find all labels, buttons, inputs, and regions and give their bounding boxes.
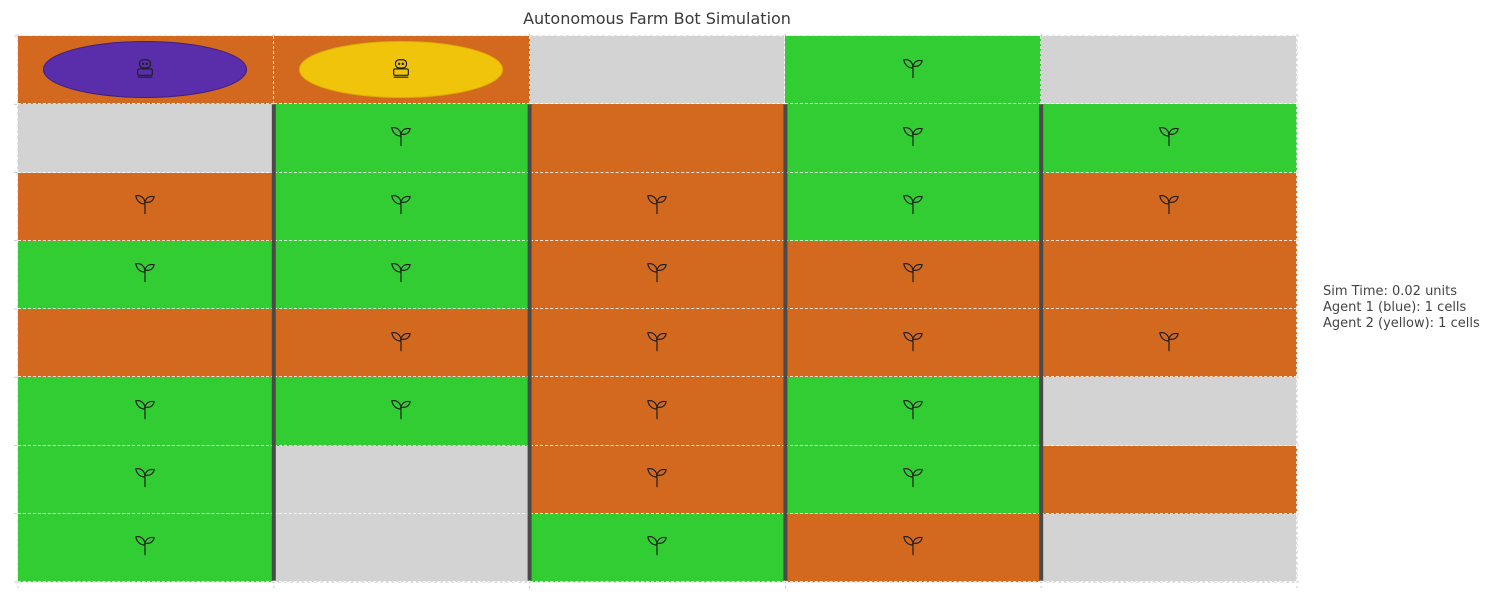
status-panel: Sim Time: 0.02 units Agent 1 (blue): 1 c… <box>1323 284 1480 332</box>
grid-cell-r5-c0 <box>18 377 274 446</box>
sprout-icon <box>390 260 412 288</box>
robot-icon <box>134 57 156 83</box>
grid-cell-r1-c2 <box>529 104 786 173</box>
sprout-icon <box>134 260 156 288</box>
sprout-icon <box>646 329 668 357</box>
sprout-icon <box>902 56 924 84</box>
sim-time-label: Sim Time: 0.02 units <box>1323 284 1458 299</box>
sprout-icon <box>902 533 924 561</box>
sprout-icon <box>1158 329 1180 357</box>
sprout-icon <box>646 465 668 493</box>
sprout-icon <box>902 260 924 288</box>
sprout-icon <box>902 465 924 493</box>
sprout-icon <box>1158 124 1180 152</box>
grid-cell-r7-c3 <box>785 513 1042 582</box>
grid-cell-r2-c0 <box>18 172 274 241</box>
robot-icon <box>390 57 412 83</box>
sprout-icon <box>646 533 668 561</box>
grid-cell-r6-c1 <box>273 445 530 514</box>
grid-cell-r7-c2 <box>529 513 786 582</box>
grid-cell-r1-c1 <box>273 104 530 173</box>
grid-cell-r5-c3 <box>785 377 1042 446</box>
grid-cell-r2-c3 <box>785 172 1042 241</box>
grid-cell-r6-c3 <box>785 445 1042 514</box>
grid-cell-r2-c1 <box>273 172 530 241</box>
sprout-icon <box>134 192 156 220</box>
grid-cell-r4-c3 <box>785 309 1042 378</box>
grid-cell-r0-c1 <box>273 36 530 105</box>
grid-cell-r2-c2 <box>529 172 786 241</box>
sprout-icon <box>902 124 924 152</box>
sprout-icon <box>390 329 412 357</box>
grid-cell-r0-c0 <box>18 36 274 105</box>
grid-cell-r4-c0 <box>18 309 274 378</box>
grid-cell-r5-c4 <box>1041 377 1297 446</box>
grid-cell-r0-c2 <box>529 36 786 105</box>
grid-cell-r1-c0 <box>18 104 274 173</box>
grid-cell-r6-c2 <box>529 445 786 514</box>
sprout-icon <box>646 260 668 288</box>
grid-cell-r6-c0 <box>18 445 274 514</box>
grid-cell-r7-c0 <box>18 513 274 582</box>
simulation-title: Autonomous Farm Bot Simulation <box>523 9 791 28</box>
grid-cell-r5-c2 <box>529 377 786 446</box>
grid-cell-r3-c2 <box>529 240 786 309</box>
sprout-icon <box>390 397 412 425</box>
sprout-icon <box>1158 192 1180 220</box>
grid-cell-r3-c1 <box>273 240 530 309</box>
grid-cell-r4-c4 <box>1041 309 1297 378</box>
farm-grid <box>18 36 1297 582</box>
grid-cell-r4-c2 <box>529 309 786 378</box>
sprout-icon <box>646 192 668 220</box>
sprout-icon <box>390 192 412 220</box>
grid-cell-r3-c3 <box>785 240 1042 309</box>
sprout-icon <box>902 397 924 425</box>
agent1-status: Agent 1 (blue): 1 cells <box>1323 300 1467 315</box>
grid-cell-r4-c1 <box>273 309 530 378</box>
agent-2 <box>299 41 504 98</box>
grid-cell-r5-c1 <box>273 377 530 446</box>
grid-cell-r0-c4 <box>1041 36 1297 105</box>
sprout-icon <box>134 465 156 493</box>
grid-cell-r3-c0 <box>18 240 274 309</box>
grid-cell-r2-c4 <box>1041 172 1297 241</box>
sprout-icon <box>902 329 924 357</box>
grid-cell-r7-c4 <box>1041 513 1297 582</box>
sprout-icon <box>134 533 156 561</box>
sprout-icon <box>390 124 412 152</box>
sprout-icon <box>134 397 156 425</box>
grid-cell-r1-c3 <box>785 104 1042 173</box>
grid-cell-r7-c1 <box>273 513 530 582</box>
grid-cell-r0-c3 <box>785 36 1042 105</box>
grid-cell-r3-c4 <box>1041 240 1297 309</box>
agent2-status: Agent 2 (yellow): 1 cells <box>1323 316 1480 331</box>
grid-cell-r6-c4 <box>1041 445 1297 514</box>
agent-1 <box>43 41 248 98</box>
sprout-icon <box>646 397 668 425</box>
sprout-icon <box>902 192 924 220</box>
grid-cell-r1-c4 <box>1041 104 1297 173</box>
